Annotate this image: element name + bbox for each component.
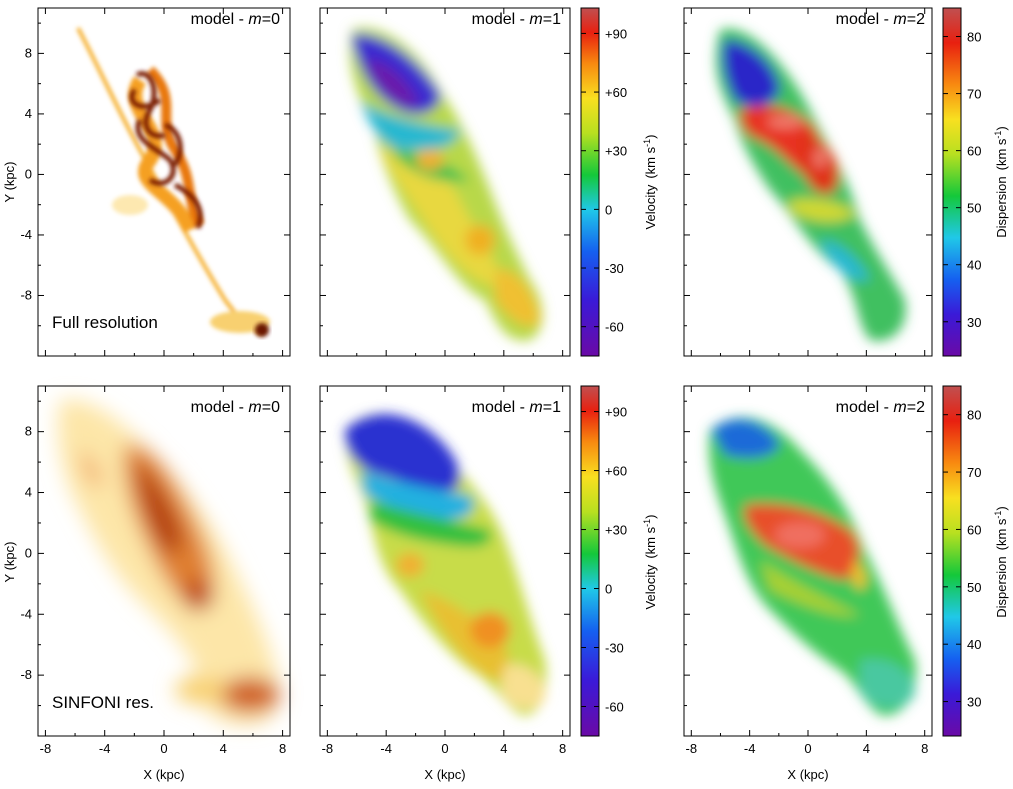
y-tick-label: -8 [20, 667, 32, 682]
x-tick-label: 4 [500, 741, 507, 756]
panel-row2-m2: model - m=2 [683, 385, 933, 737]
x-tick-label: -8 [686, 741, 698, 756]
colorbar-tick-label: +90 [605, 405, 627, 420]
y-tick-label: 0 [25, 166, 32, 181]
colorbar [942, 7, 962, 357]
panel-row1-m0: model - m=0 Full resolution [37, 7, 291, 357]
colorbar-tick-label: -60 [605, 320, 624, 335]
heatmap-velocity-sinfoni [345, 413, 547, 716]
colorbar-tick-label: 40 [967, 258, 981, 273]
colorbar-label: Dispersion(km s-1) [993, 126, 1009, 238]
x-tick-label: -4 [99, 741, 111, 756]
y-tick-label: 4 [25, 106, 32, 121]
heatmap-dispersion-sinfoni [709, 417, 916, 716]
colorbar-tick-label: 50 [967, 580, 981, 595]
y-tick-label: 4 [25, 485, 32, 500]
panel-row2-m0: model - m=0 SINFONI res. [37, 385, 291, 737]
row-label: Full resolution [52, 313, 158, 332]
x-tick-label: 4 [220, 741, 227, 756]
colorbar-tick-label: 50 [967, 201, 981, 216]
colorbar-tick-label: 80 [967, 408, 981, 423]
axes: 8 4 0 -4 -8 -8 -4 0 4 8 8 4 0 -4 -8 -8 -4 0 4 8 -8 -4 0 4 8 [20, 8, 932, 756]
x-tick-label: 8 [279, 741, 286, 756]
x-tick-label: -8 [322, 741, 334, 756]
y-tick-label: 8 [25, 45, 32, 60]
x-axis-label: X (kpc) [143, 767, 184, 782]
colorbar-label: Velocity(km s-1) [642, 515, 658, 610]
x-tick-label: -4 [380, 741, 392, 756]
panel-title: model - m=0 [191, 399, 280, 416]
x-tick-label: 4 [863, 741, 870, 756]
y-tick-label: 8 [25, 424, 32, 439]
colorbar-ticks: 80 70 60 50 40 30 [943, 408, 981, 710]
colorbar-tick-label: +60 [605, 85, 627, 100]
colorbar-velocity-row2: +90 +60 +30 0 -30 -60 Velocity(km s-1) [580, 385, 658, 737]
colorbar-tick-label: 70 [967, 87, 981, 102]
colorbar-label: Velocity(km s-1) [642, 135, 658, 230]
panel-title: model - m=0 [191, 11, 280, 28]
colorbar-tick-label: 80 [967, 30, 981, 45]
panel-row2-m1: model - m=1 [319, 385, 571, 737]
x-tick-label: 0 [804, 741, 811, 756]
colorbar-velocity-row1: +90 +60 +30 0 -30 -60 Velocity(km s-1) [580, 7, 658, 357]
colorbar-tick-label: 60 [967, 144, 981, 159]
colorbar-tick-label: -30 [605, 261, 624, 276]
panel-title: model - m=1 [472, 399, 561, 416]
colorbar [580, 7, 600, 357]
y-tick-label: -4 [20, 606, 32, 621]
x-tick-label: 8 [921, 741, 928, 756]
x-tick-label: -8 [40, 741, 52, 756]
colorbar-tick-label: -60 [605, 700, 624, 715]
panel-title: model - m=1 [472, 11, 561, 28]
colorbar-tick-label: 60 [967, 522, 981, 537]
colorbar-tick-label: 0 [605, 202, 612, 217]
colorbar-tick-label: -30 [605, 641, 624, 656]
colorbar-ticks: +90 +60 +30 0 -30 -60 [581, 26, 627, 335]
x-tick-label: -4 [744, 741, 756, 756]
colorbar-ticks: +90 +60 +30 0 -30 -60 [581, 405, 627, 715]
colorbar [580, 385, 600, 737]
y-tick-label: -8 [20, 287, 32, 302]
x-tick-label: 8 [559, 741, 566, 756]
colorbar-tick-label: +90 [605, 26, 627, 41]
colorbar [942, 385, 962, 737]
panel-title: model - m=2 [836, 399, 925, 416]
panel-row1-m1: model - m=1 [319, 7, 571, 357]
heatmap-flux-sinfoni [58, 399, 280, 726]
panel-title: model - m=2 [836, 11, 925, 28]
colorbar-tick-label: +30 [605, 523, 627, 538]
colorbar-tick-label: 0 [605, 582, 612, 597]
colorbar-ticks: 80 70 60 50 40 30 [943, 30, 981, 330]
x-axis-label: X (kpc) [424, 767, 465, 782]
heatmap-flux-full [76, 27, 270, 337]
colorbar-tick-label: 30 [967, 315, 981, 330]
heatmap-dispersion-full [715, 28, 906, 341]
colorbar-label: Dispersion(km s-1) [993, 506, 1009, 618]
y-axis-label: Y (kpc) [2, 162, 17, 203]
y-axis-label: Y (kpc) [2, 542, 17, 583]
colorbar-tick-label: 30 [967, 695, 981, 710]
colorbar-tick-label: 40 [967, 637, 981, 652]
x-tick-label: 0 [441, 741, 448, 756]
y-tick-label: -4 [20, 227, 32, 242]
colorbar-tick-label: 70 [967, 465, 981, 480]
x-axis-label: X (kpc) [787, 767, 828, 782]
colorbar-tick-label: +30 [605, 144, 627, 159]
row-label: SINFONI res. [52, 693, 154, 712]
panel-row1-m2: model - m=2 [683, 7, 933, 357]
y-tick-label: 0 [25, 545, 32, 560]
colorbar-dispersion-row2: 80 70 60 50 40 30 Dispersion(km s-1) [942, 385, 1009, 737]
colorbar-tick-label: +60 [605, 464, 627, 479]
heatmap-velocity-full [350, 28, 543, 341]
colorbar-dispersion-row1: 80 70 60 50 40 30 Dispersion(km s-1) [942, 7, 1009, 357]
x-tick-label: 0 [160, 741, 167, 756]
